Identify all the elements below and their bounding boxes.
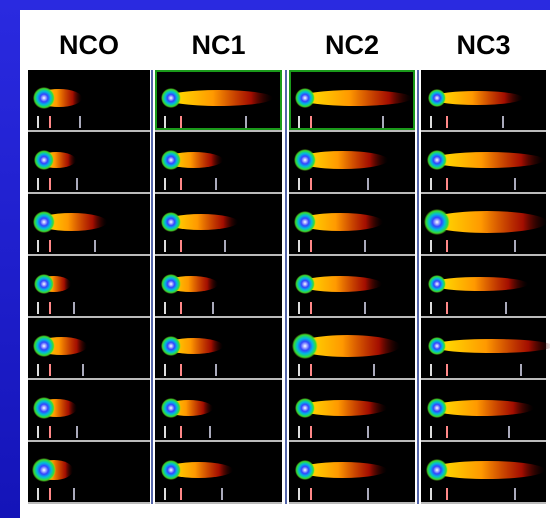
- column-title: NC2: [325, 30, 379, 60]
- comet-head: [427, 150, 447, 170]
- comet-cell: [289, 380, 415, 441]
- comet-cell: [421, 132, 546, 193]
- column-title: NC1: [191, 30, 245, 60]
- comet-head: [295, 88, 315, 108]
- comet-head: [161, 88, 181, 108]
- comet-cell: [155, 132, 282, 193]
- comet-cell: [155, 380, 282, 441]
- comet-cell: [289, 70, 415, 131]
- comet-cell: [289, 194, 415, 255]
- comet-cell: [421, 70, 546, 131]
- comet-cell: [289, 442, 415, 503]
- comet-head: [161, 212, 181, 232]
- comet-head: [428, 275, 446, 293]
- comet-head: [33, 397, 55, 419]
- column-title: NC3: [456, 30, 510, 60]
- comet-tail: [431, 339, 550, 353]
- comet-head: [294, 149, 316, 171]
- comet-cell: [28, 70, 150, 131]
- comet-cell: [421, 194, 547, 255]
- comet-cell: [421, 380, 546, 441]
- comet-cell: [155, 318, 282, 379]
- comet-head: [161, 460, 181, 480]
- comet-cell: [289, 256, 415, 317]
- comet-head: [32, 458, 56, 482]
- comet-head: [33, 211, 55, 233]
- comet-head: [161, 398, 181, 418]
- comet-head: [33, 87, 55, 109]
- comet-cell: [28, 194, 150, 255]
- comet-cell: [155, 442, 282, 503]
- comet-cell: [28, 318, 150, 379]
- comet-cell: [421, 256, 546, 317]
- page: NCONC1NC2NC3 (() => { const data = JSON.…: [0, 0, 550, 518]
- comet-cell: [289, 132, 415, 193]
- figure: NCO NC1 NC2 NC3: [0, 0, 550, 518]
- comet-tail: [430, 152, 544, 168]
- comet-cell: [155, 256, 282, 317]
- comet-head: [161, 150, 181, 170]
- comet-head: [428, 89, 446, 107]
- comet-head: [33, 335, 55, 357]
- comet-cell: [28, 256, 150, 317]
- comet-head: [295, 460, 315, 480]
- comet-head: [427, 398, 447, 418]
- comet-head: [161, 274, 181, 294]
- comet-head: [161, 336, 181, 356]
- comet-cell: [28, 442, 150, 503]
- comet-tail: [298, 90, 412, 106]
- comet-cell: [28, 132, 150, 193]
- comet-head: [424, 209, 450, 235]
- comet-head: [294, 211, 316, 233]
- comet-head: [34, 274, 54, 294]
- comet-head: [292, 333, 318, 359]
- comet-head: [295, 398, 315, 418]
- comet-cell: [155, 194, 282, 255]
- comet-cell: [289, 318, 415, 379]
- comet-head: [295, 274, 315, 294]
- column-title: NCO: [59, 30, 119, 60]
- comet-head: [426, 459, 448, 481]
- comet-cell: [421, 442, 546, 503]
- comet-cell: [28, 380, 150, 441]
- comet-cell: [421, 318, 550, 379]
- comet-head: [34, 150, 54, 170]
- comet-cell: [155, 70, 282, 131]
- comet-head: [428, 337, 446, 355]
